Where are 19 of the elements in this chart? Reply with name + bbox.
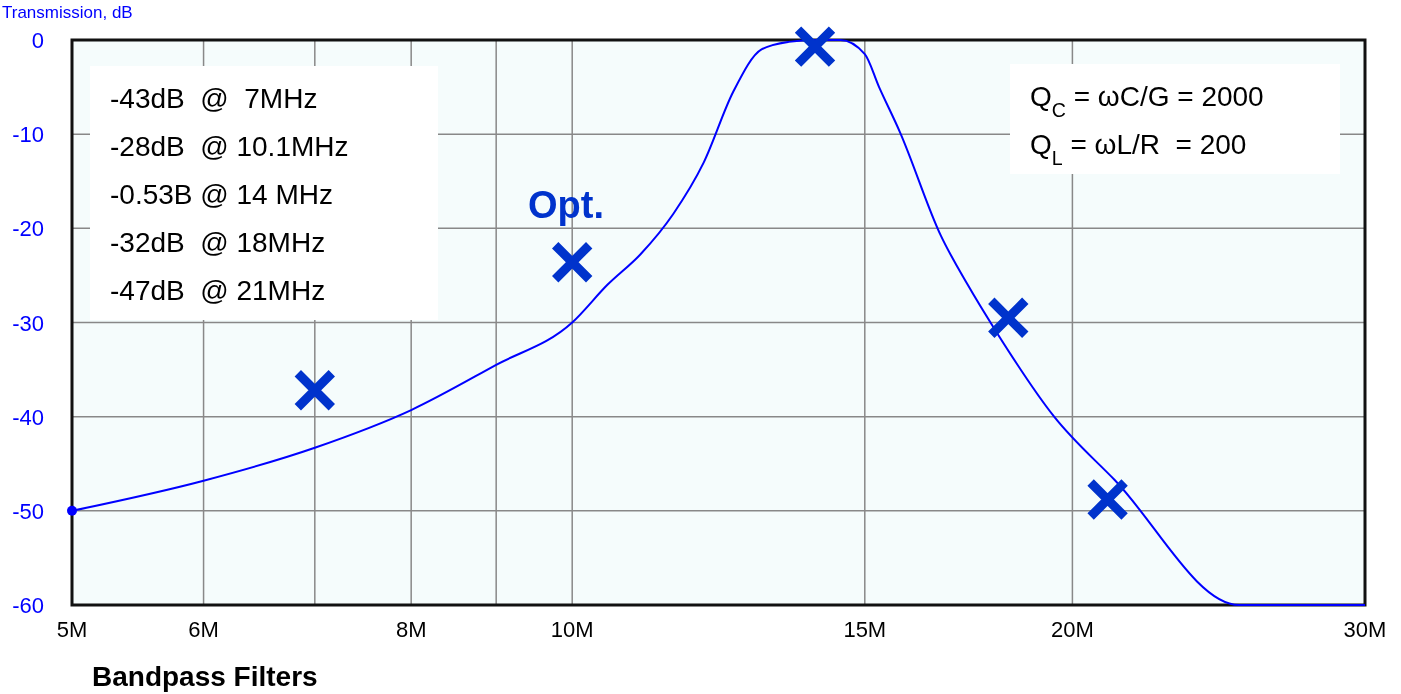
y-tick-label: -40 (12, 404, 44, 430)
y-tick-label: -20 (12, 216, 44, 242)
y-tick-label: 0 (31, 28, 44, 53)
x-tick-label: 5M (56, 617, 88, 642)
annotation: Q$_{C}$ = ωC/G = 2000 Q$_{L}$ = ωL/R = 200 (1030, 81, 1264, 169)
x-tick-label: 15M (843, 617, 887, 642)
x-tick-label: 30M (1343, 617, 1387, 642)
y-tick-label: -30 (12, 310, 44, 336)
x-tick-label: 6M (188, 617, 219, 642)
y-tick-label: -10 (12, 122, 44, 148)
y-tick-label: -50 (12, 498, 44, 524)
x-tick-label: 8M (395, 617, 427, 642)
y-axis-title: Transmission, dB (2, 3, 133, 22)
x-tick-label: 20M (1051, 617, 1094, 642)
y-tick-label: -60 (12, 593, 44, 618)
text: Bandpass Filters (92, 661, 318, 692)
annotation: Opt. (528, 184, 604, 226)
x-tick-label: 10M (550, 617, 594, 642)
annotation: -43dB @ 7MHz -28dB @ 10.1MHz -0.53B @ 14 MHz -32dB @ 18MHz -47dB @ 21MHz (110, 83, 349, 306)
